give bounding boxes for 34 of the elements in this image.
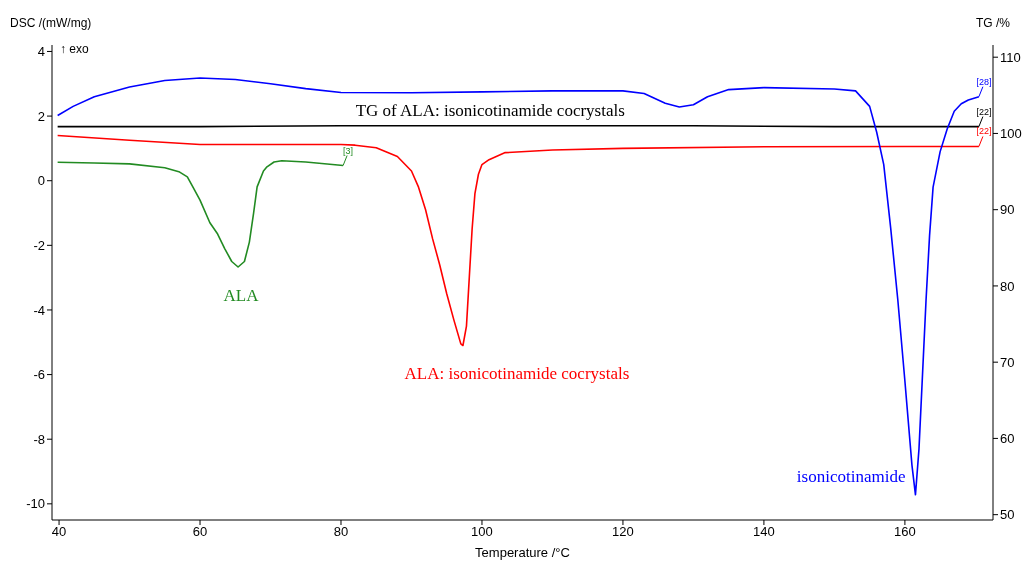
y-tick-label: 0 [37,173,45,189]
y2-tick-label: 90 [1000,202,1015,218]
y-tick-label: -8 [33,431,45,447]
annotation: [22] [976,126,992,137]
annotation: [22] [976,106,992,117]
y2-tick-label: 70 [1000,354,1015,370]
x-axis-title: Temperature /°C [475,545,570,560]
x-tick-label: 60 [192,524,208,540]
x-tick-label: 140 [753,524,775,540]
series-label: ALA [223,285,260,305]
series-label: TG of ALA: isonicotinamide cocrystals [355,100,625,120]
y-axis-title: DSC /(mW/mg) [10,16,92,30]
annotation: ↑ exo [60,42,90,56]
y-tick-label: 2 [37,108,45,124]
text: ALA: isonicotinamide cocrystals [404,363,630,383]
y2-tick-label: 50 [1000,507,1015,523]
y2-tick-label: 110 [1000,49,1021,65]
y-tick-label: -10 [26,496,45,512]
y-tick-label: -6 [33,367,45,383]
y2-tick-label: 100 [1000,126,1022,142]
x-tick-label: 100 [471,524,493,540]
y-tick-label: -4 [33,302,45,318]
x-tick-label: 120 [612,524,634,540]
y2-tick-label: 80 [1000,278,1015,294]
y-tick-label: -2 [33,237,45,253]
annotation: [3] [343,145,354,156]
y-tick-label: 4 [37,44,45,60]
x-tick-label: 80 [333,524,349,540]
y2-axis-title: TG /% [975,16,1011,30]
series-label: isonicotinamide [796,466,906,486]
annotation: [28] [976,76,992,87]
x-tick-label: 160 [894,524,916,540]
x-tick-label: 40 [51,524,67,540]
y2-tick-label: 60 [1000,431,1015,447]
